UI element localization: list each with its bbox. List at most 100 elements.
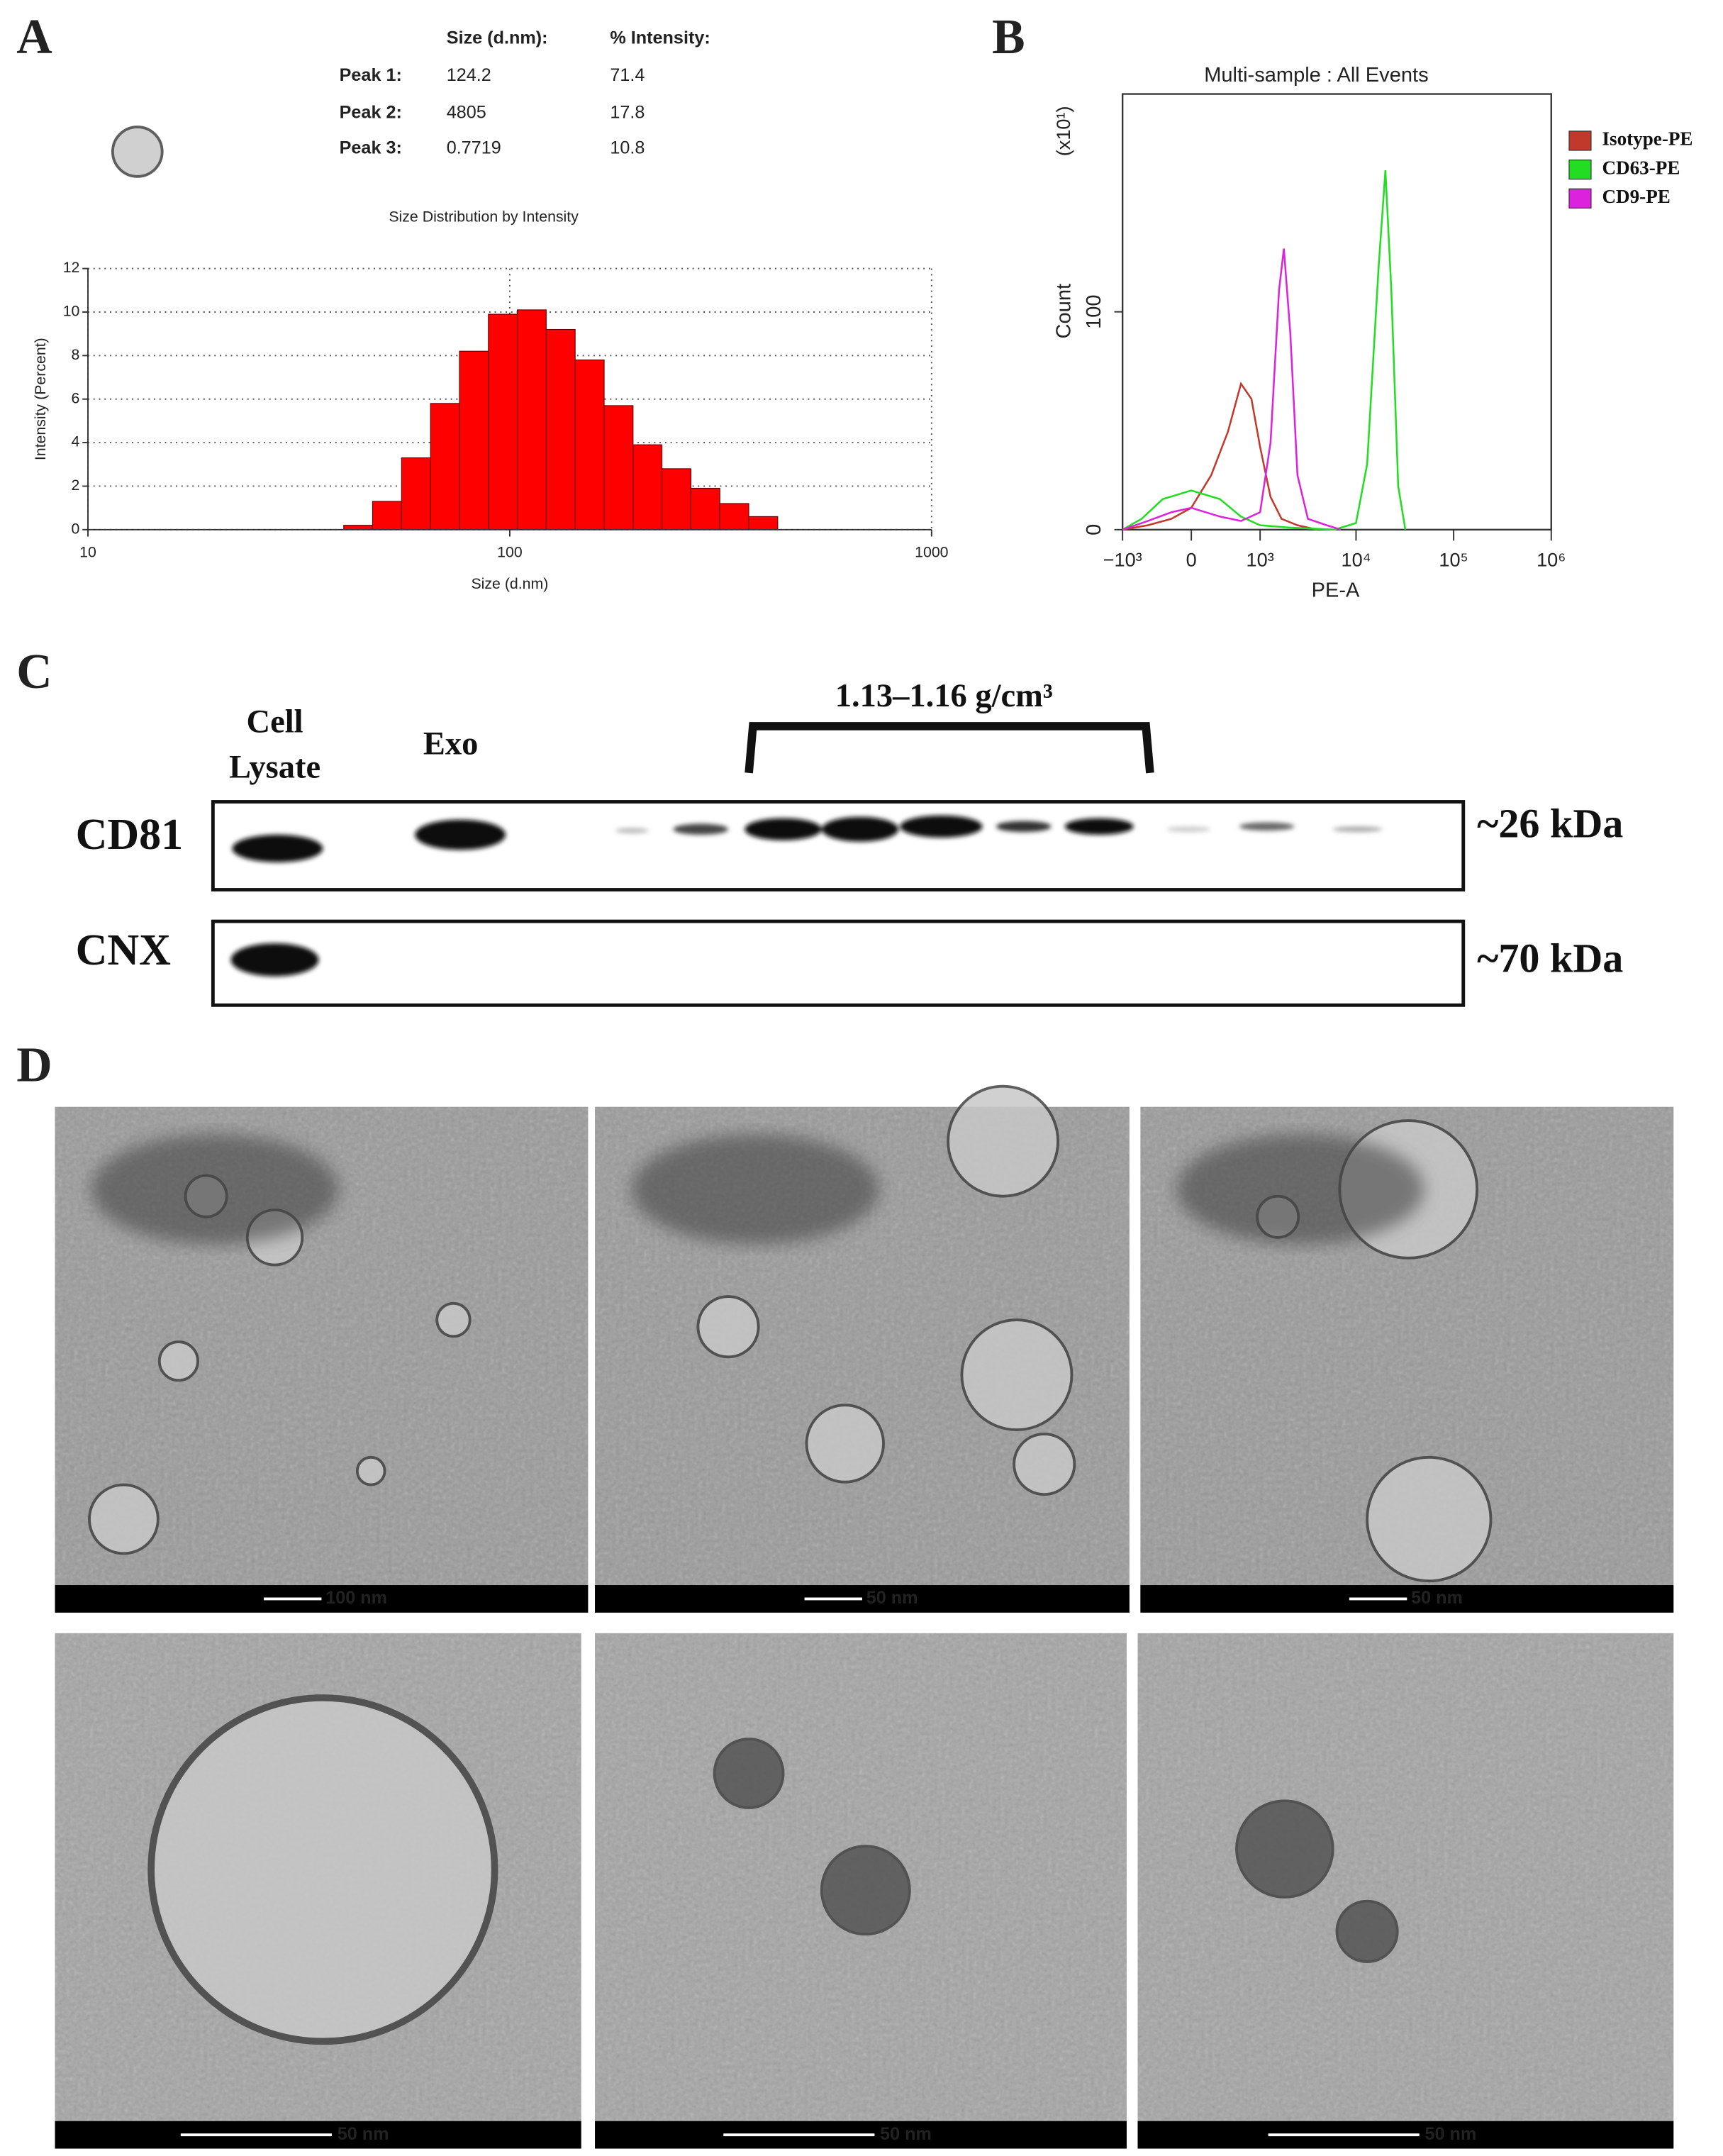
x-tick-label: 10⁴ — [1342, 549, 1371, 571]
bar — [574, 359, 605, 530]
lane-label: Cell — [247, 704, 303, 740]
legend-label: CD63-PE — [1602, 157, 1680, 178]
blot-membrane — [211, 800, 1466, 891]
series-line — [1122, 248, 1342, 531]
shadow — [631, 1134, 879, 1245]
tem-image: 50 nm — [55, 1633, 581, 2149]
plot-frame — [1122, 93, 1552, 530]
legend-swatch — [1568, 130, 1592, 151]
x-tick-label: 10³ — [1247, 549, 1274, 571]
y-tick-label: 100 — [1083, 294, 1105, 328]
shadow — [91, 1134, 339, 1245]
panel-label: D — [16, 1038, 52, 1092]
bar — [516, 309, 547, 530]
vesicle — [805, 1404, 885, 1484]
x-axis-label: PE-A — [1312, 579, 1360, 602]
table-cell: 124.2 — [447, 65, 491, 85]
y-tick-label: 12 — [63, 259, 80, 276]
vesicle — [696, 1295, 760, 1359]
table-cell: 0.7719 — [447, 138, 501, 158]
bands — [230, 815, 1383, 977]
flow-panel: Multi-sample : All Events PE-A Count (x10¹)… — [1052, 64, 1693, 602]
vesicle — [88, 1483, 160, 1555]
x-tick-label: 1000 — [915, 543, 949, 560]
size-label: ~70 kDa — [1477, 935, 1623, 982]
scale-bar-label: 50 nm — [338, 2124, 389, 2144]
vesicle — [435, 1301, 472, 1338]
x-tick-label: 10 — [79, 543, 96, 560]
row-label: CD81 — [76, 811, 184, 859]
y-axis-label: Intensity (Percent) — [32, 338, 49, 460]
chart-title: Multi-sample : All Events — [1204, 64, 1428, 87]
table-row-label: Peak 3: — [340, 138, 402, 158]
bar — [690, 487, 720, 530]
panel-label: A — [16, 10, 52, 65]
bar — [430, 403, 460, 530]
legend-label: CD9-PE — [1602, 186, 1670, 207]
blot-membrane — [211, 919, 1466, 1007]
vesicle — [1013, 1432, 1076, 1496]
bar — [661, 468, 691, 530]
western-blot: 1.13–1.16 g/cm³ Cell Lysate Exo CD81 CNX… — [76, 678, 1623, 1007]
y-tick-label: 0 — [1083, 524, 1105, 535]
table-row-label: Peak 1: — [340, 65, 402, 85]
vesicle — [713, 1738, 785, 1809]
scale-bar-label: 50 nm — [1424, 2124, 1476, 2144]
panel-label: B — [992, 10, 1025, 65]
table-row-label: Peak 2: — [340, 102, 402, 122]
x-tick-label: 10⁵ — [1439, 549, 1468, 571]
x-tick-label: 100 — [497, 543, 523, 560]
row-label: CNX — [76, 926, 172, 974]
legend-label: Isotype-PE — [1602, 128, 1693, 150]
lane-label: Lysate — [229, 750, 320, 786]
tem-images: 100 nm 50 nm 50 nm 50 nm 50 nm 50 nm — [55, 126, 1674, 2149]
table-cell: 10.8 — [610, 138, 645, 158]
vesicle — [111, 126, 164, 178]
y-tick-label: 6 — [72, 389, 80, 406]
vesicle — [147, 1694, 498, 2045]
x-tick-label: 10⁶ — [1537, 549, 1566, 571]
legend-swatch — [1568, 188, 1592, 209]
panel-label: C — [16, 645, 52, 699]
legend-swatch — [1568, 159, 1592, 180]
y-tick-label: 10 — [63, 303, 80, 320]
tem-image: 50 nm — [595, 1633, 1127, 2149]
y-tick-label: 2 — [72, 477, 80, 494]
scale-bar-label: 50 nm — [1411, 1588, 1463, 1608]
tem-image: 50 nm — [1140, 1106, 1674, 1613]
scale-bar-label: 50 nm — [866, 1588, 918, 1608]
micrograph-texture — [1137, 1633, 1674, 2149]
vesicle — [1366, 1455, 1493, 1583]
table-cell: 17.8 — [610, 102, 645, 122]
x-tick-label: 0 — [1186, 549, 1197, 571]
vesicle — [947, 1084, 1060, 1198]
vesicle — [960, 1318, 1074, 1432]
lane-label: Exo — [423, 726, 479, 762]
size-label: ~26 kDa — [1477, 801, 1623, 847]
tem-image: 100 nm — [55, 126, 589, 1613]
table-cell: 4805 — [447, 102, 486, 122]
bar — [748, 516, 779, 530]
x-axis-label: Size (d.nm) — [471, 575, 548, 592]
vesicle — [355, 1455, 386, 1487]
y-tick-label: 4 — [72, 433, 80, 450]
bar — [603, 405, 634, 530]
y-axis-label: Count — [1052, 284, 1075, 339]
vesicle — [1335, 1899, 1399, 1963]
table-header: % Intensity: — [610, 28, 710, 48]
y-annotation: (x10¹) — [1052, 106, 1074, 156]
table-header: Size (d.nm): — [447, 28, 548, 48]
bracket — [745, 722, 1154, 774]
vesicle — [157, 1340, 199, 1382]
bar — [719, 503, 749, 530]
series-line — [1122, 170, 1407, 531]
vesicle — [820, 1845, 911, 1936]
bracket-label: 1.13–1.16 g/cm³ — [835, 678, 1053, 714]
y-tick-label: 8 — [72, 346, 80, 363]
chart-title: Size Distribution by Intensity — [389, 209, 579, 226]
y-tick-label: 0 — [72, 520, 80, 537]
shadow — [1176, 1134, 1424, 1245]
scale-bar-label: 100 nm — [325, 1588, 387, 1608]
